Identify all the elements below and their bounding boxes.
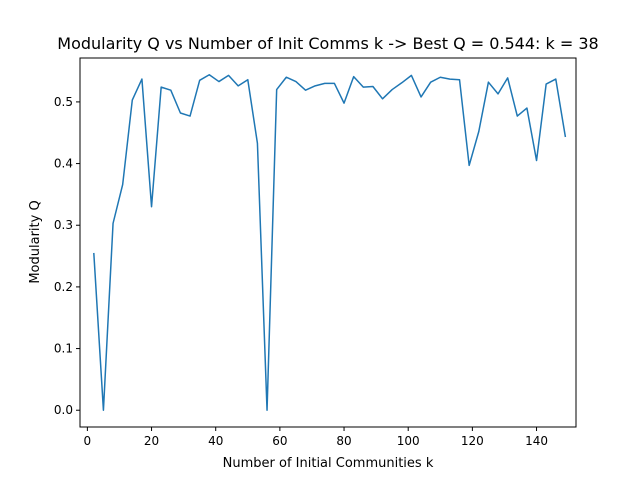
- x-tick-label: 60: [272, 434, 287, 448]
- y-axis-label: Modularity Q: [28, 200, 43, 283]
- x-tick-label: 120: [461, 434, 484, 448]
- y-tick-label: 0.0: [54, 403, 73, 417]
- x-axis-label: Number of Initial Communities k: [223, 456, 434, 471]
- plot-frame: [79, 57, 577, 428]
- x-tick-label: 20: [144, 434, 159, 448]
- x-tick-label: 0: [84, 434, 92, 448]
- y-tick-label: 0.3: [54, 218, 73, 232]
- chart-title: Modularity Q vs Number of Init Comms k -…: [57, 34, 598, 53]
- y-tick-label: 0.4: [54, 157, 73, 171]
- y-tick-label: 0.1: [54, 342, 73, 356]
- y-tick-label: 0.5: [54, 95, 73, 109]
- y-tick-label: 0.2: [54, 280, 73, 294]
- plot-area: 0 20 40 60 80 100 120 140 0.0 0.1 0.2 0.3 0.4 0.5: [54, 57, 577, 448]
- x-tick-label: 100: [397, 434, 420, 448]
- x-tick-label: 80: [336, 434, 351, 448]
- x-tick-label: 140: [525, 434, 548, 448]
- x-tick-label: 40: [208, 434, 223, 448]
- series-line: [93, 74, 567, 411]
